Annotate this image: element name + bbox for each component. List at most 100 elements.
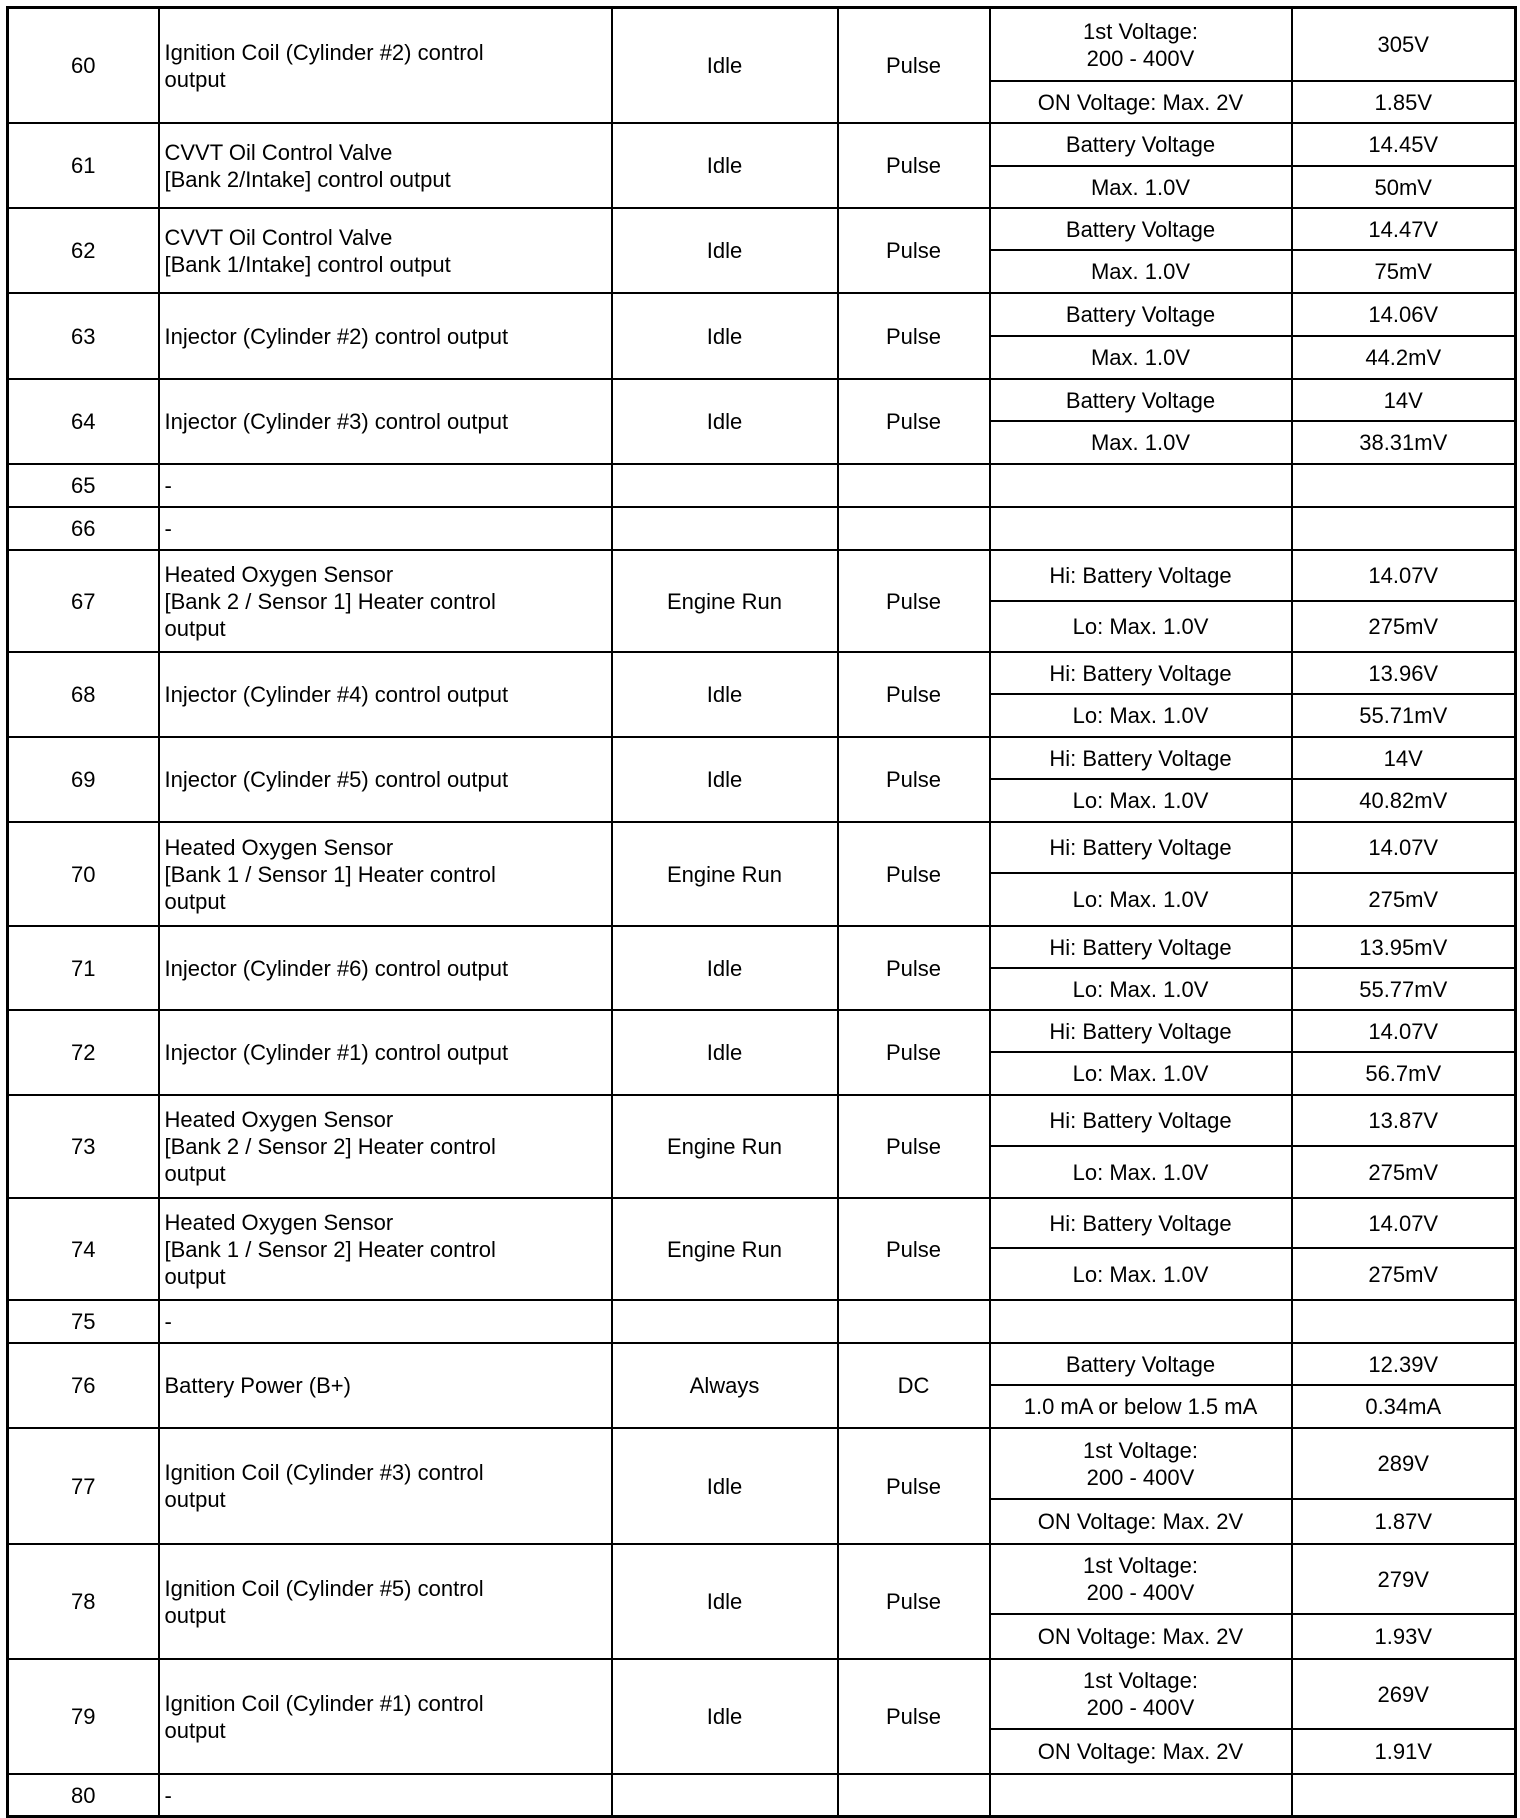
table-subrow: 1.0 mA or below 1.5 mA 0.34mA [8,1384,1517,1429]
pin-number: 77 [6,1427,160,1545]
test-condition [610,463,839,508]
pin-number: 72 [6,1009,160,1096]
pin-description: Ignition Coil (Cylinder #2) control outp… [157,6,613,124]
test-condition: Idle [610,1427,839,1545]
measured-value: 275mV [1290,1145,1517,1199]
pin-description: Injector (Cylinder #5) control output [157,736,613,823]
test-condition [610,1299,839,1344]
signal-type: Pulse [836,292,991,380]
table-subrow: Max. 1.0V 38.31mV [8,420,1517,465]
pin-description: - [157,506,613,551]
measured-value: 1.91V [1290,1728,1517,1775]
spec-value: Battery Voltage [988,122,1293,167]
test-condition: Idle [610,122,839,209]
measured-value: 1.87V [1290,1498,1517,1545]
measured-value: 14.06V [1290,292,1517,337]
spec-value: Lo: Max. 1.0V [988,967,1293,1011]
spec-value [988,1299,1293,1344]
measured-value: 279V [1290,1543,1517,1615]
test-condition [610,1773,839,1818]
test-condition: Idle [610,207,839,294]
signal-type: Pulse [836,549,991,653]
spec-value: Max. 1.0V [988,165,1293,209]
table-row: 72 Injector (Cylinder #1) control output I… [6,1009,1517,1096]
table-row: 73 Heated Oxygen Sensor [Bank 2 / Sensor … [6,1094,1517,1199]
table-row: 60 Ignition Coil (Cylinder #2) control ou… [6,6,1517,124]
table-row: 80- [6,1773,1517,1818]
signal-type: Pulse [836,821,991,927]
table-row: 68 Injector (Cylinder #4) control output I… [6,651,1517,738]
spec-value: 1st Voltage: 200 - 400V [988,6,1293,82]
test-condition: Always [610,1342,839,1429]
test-condition: Idle [610,378,839,465]
test-condition: Idle [610,1009,839,1096]
spec-value: 1st Voltage: 200 - 400V [988,1543,1293,1615]
signal-type: Pulse [836,1658,991,1775]
table-row: 62 CVVT Oil Control Valve [Bank 1/Intake]… [6,207,1517,294]
signal-type: Pulse [836,207,991,294]
table-row: 75- [6,1299,1517,1344]
spec-value: 1.0 mA or below 1.5 mA [988,1384,1293,1429]
spec-value: Lo: Max. 1.0V [988,1051,1293,1096]
pin-number: 65 [6,463,160,508]
table-subrow: Lo: Max. 1.0V 275mV [8,1247,1517,1301]
pin-spec-table: 60 Ignition Coil (Cylinder #2) control ou… [6,6,1517,1818]
spec-value: Max. 1.0V [988,420,1293,465]
pin-number: 73 [6,1094,160,1199]
measured-value: 275mV [1290,872,1517,927]
pin-description: Heated Oxygen Sensor [Bank 1 / Sensor 2]… [157,1197,613,1301]
spec-value: Lo: Max. 1.0V [988,872,1293,927]
spec-value: Hi: Battery Voltage [988,651,1293,695]
signal-type [836,506,991,551]
table-row: 70 Heated Oxygen Sensor [Bank 1 / Sensor … [6,821,1517,927]
signal-type: Pulse [836,736,991,823]
measured-value: 44.2mV [1290,335,1517,380]
measured-value [1290,506,1517,551]
pin-number: 79 [6,1658,160,1775]
spec-value: Lo: Max. 1.0V [988,1247,1293,1301]
table-subrow: Lo: Max. 1.0V 55.71mV [8,693,1517,738]
measured-value: 14.07V [1290,1197,1517,1249]
measured-value: 13.95mV [1290,925,1517,969]
spec-value: Lo: Max. 1.0V [988,778,1293,823]
spec-value: Hi: Battery Voltage [988,549,1293,602]
spec-value [988,1773,1293,1818]
measured-value: 55.77mV [1290,967,1517,1011]
table-subrow: Lo: Max. 1.0V 275mV [8,1145,1517,1199]
pin-description: Ignition Coil (Cylinder #5) control outp… [157,1543,613,1660]
measured-value: 14.07V [1290,549,1517,602]
signal-type: Pulse [836,6,991,124]
spec-value: Hi: Battery Voltage [988,736,1293,780]
table-row: 69 Injector (Cylinder #5) control output I… [6,736,1517,823]
spec-value: Hi: Battery Voltage [988,925,1293,969]
test-condition: Idle [610,6,839,124]
measured-value: 289V [1290,1427,1517,1500]
test-condition: Engine Run [610,1094,839,1199]
table-subrow: Lo: Max. 1.0V 56.7mV [8,1051,1517,1096]
measured-value: 305V [1290,6,1517,82]
spec-value: Hi: Battery Voltage [988,1094,1293,1147]
measured-value: 1.85V [1290,80,1517,124]
measured-value: 12.39V [1290,1342,1517,1386]
spec-value: ON Voltage: Max. 2V [988,1613,1293,1660]
signal-type [836,1299,991,1344]
pin-number: 71 [6,925,160,1011]
spec-value: Battery Voltage [988,292,1293,337]
pin-number: 80 [6,1773,160,1818]
pin-description: - [157,1773,613,1818]
test-condition: Idle [610,1658,839,1775]
signal-type: Pulse [836,1094,991,1199]
test-condition: Idle [610,736,839,823]
table-subrow: Max. 1.0V 50mV [8,165,1517,209]
measured-value: 1.93V [1290,1613,1517,1660]
pin-description: Heated Oxygen Sensor [Bank 2 / Sensor 1]… [157,549,613,653]
spec-value: Max. 1.0V [988,335,1293,380]
pin-number: 67 [6,549,160,653]
signal-type: Pulse [836,1009,991,1096]
signal-type: DC [836,1342,991,1429]
measured-value: 56.7mV [1290,1051,1517,1096]
pin-number: 63 [6,292,160,380]
pin-description: Injector (Cylinder #6) control output [157,925,613,1011]
pin-number: 75 [6,1299,160,1344]
spec-value: Max. 1.0V [988,249,1293,294]
